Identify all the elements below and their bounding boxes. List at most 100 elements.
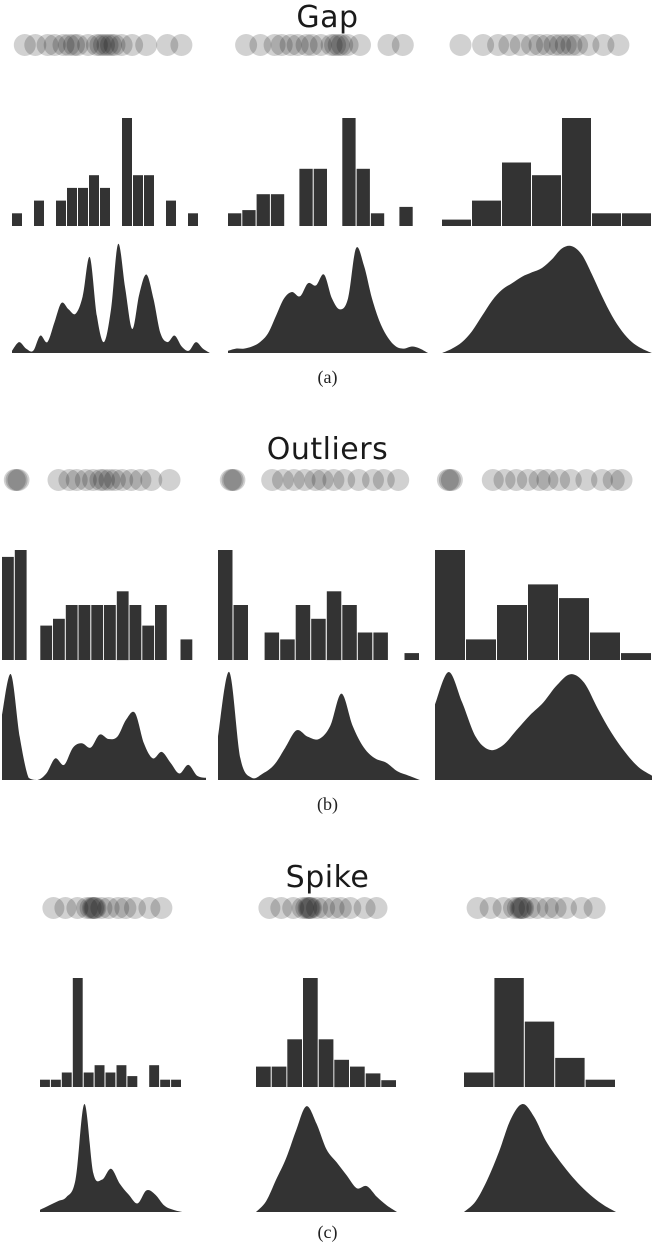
panel-title: Outliers	[266, 432, 389, 467]
strip-point	[52, 34, 75, 56]
strip-point	[322, 897, 345, 919]
histogram-bar	[228, 213, 242, 226]
strip-point	[295, 34, 318, 56]
strip-point	[82, 897, 104, 919]
histogram-bar	[129, 605, 142, 660]
column-1	[12, 34, 210, 353]
strip-point	[93, 34, 115, 56]
histogram-bar	[155, 605, 167, 660]
histogram-bar	[256, 194, 270, 226]
strip-point	[282, 897, 305, 919]
histogram	[256, 978, 396, 1088]
histogram-bar	[365, 1073, 381, 1087]
strip-point	[13, 34, 36, 56]
histogram-bar	[188, 213, 198, 226]
strip-point	[516, 469, 539, 491]
strip-point	[258, 897, 281, 919]
strip-plot	[42, 897, 173, 919]
strip-point	[270, 34, 293, 56]
histogram-bar	[40, 625, 53, 660]
histogram-bar	[127, 1076, 138, 1087]
strip-point	[503, 897, 525, 919]
strip-plot	[219, 469, 410, 491]
strip-point	[353, 897, 376, 919]
panel-title: Gap	[296, 0, 359, 35]
strip-plot	[235, 34, 414, 56]
strip-point	[449, 34, 472, 56]
histogram-bar	[313, 168, 327, 226]
strip-point	[100, 34, 122, 56]
strip-point	[74, 469, 97, 491]
strip-point	[89, 469, 112, 491]
density-curve	[256, 1106, 397, 1212]
strip-point	[336, 34, 359, 56]
strip-point	[279, 34, 302, 56]
histogram-bar	[280, 639, 295, 660]
histogram-bar	[105, 1072, 116, 1087]
strip-point	[506, 897, 529, 919]
strip-point	[121, 34, 144, 56]
strip-point	[120, 469, 143, 491]
strip-point	[3, 469, 26, 491]
strip-point	[84, 897, 107, 919]
strip-point	[150, 897, 173, 919]
histogram-bar	[233, 605, 248, 660]
strip-point	[295, 897, 318, 919]
panel-caption: (a)	[317, 367, 338, 387]
strip-point	[526, 897, 549, 919]
histogram-bar	[287, 1039, 302, 1087]
strip-point	[320, 34, 343, 56]
histogram-bar	[502, 162, 531, 226]
histogram-bar	[342, 605, 357, 660]
strip-point	[7, 469, 30, 491]
strip-point	[438, 469, 461, 491]
strip-point	[111, 469, 134, 491]
histogram	[2, 550, 193, 661]
strip-plot	[436, 469, 633, 491]
strip-point	[492, 897, 515, 919]
histogram	[464, 978, 615, 1087]
density-curve	[218, 671, 420, 780]
histogram-bar	[524, 1021, 555, 1087]
column-3	[442, 34, 652, 353]
histogram-bar	[104, 605, 116, 660]
histogram-bar	[133, 175, 143, 226]
density-curve	[40, 1103, 182, 1212]
histogram-bar	[532, 175, 561, 226]
strip-point	[329, 897, 352, 919]
strip-point	[536, 34, 558, 56]
strip-point	[90, 897, 113, 919]
strip-point	[583, 897, 606, 919]
histogram-bar	[122, 118, 132, 226]
histogram-bar	[61, 1072, 72, 1087]
histogram-bar	[370, 213, 385, 226]
histogram-bar	[65, 605, 78, 660]
strip-point	[333, 469, 356, 491]
strip-point	[487, 34, 510, 56]
histogram-bar	[466, 639, 496, 660]
strip-point	[114, 897, 137, 919]
histogram-bar	[399, 206, 413, 226]
histogram-bar	[50, 1079, 61, 1087]
strip-point	[602, 469, 625, 491]
strip-point	[349, 34, 371, 56]
strip-point	[304, 469, 327, 491]
strip-point	[440, 469, 463, 491]
strip-point	[481, 469, 504, 491]
strip-point	[528, 34, 551, 56]
strip-point	[107, 897, 130, 919]
strip-point	[339, 897, 362, 919]
histogram-bar	[555, 1057, 585, 1087]
strip-point	[559, 469, 582, 491]
strip-point	[58, 469, 81, 491]
histogram-bar	[83, 1072, 94, 1087]
histogram-bar	[497, 605, 527, 660]
strip-point	[306, 897, 328, 919]
strip-point	[607, 34, 630, 56]
strip-point	[322, 469, 345, 491]
strip-point	[66, 897, 89, 919]
strip-point	[76, 897, 98, 919]
strip-plot	[3, 469, 181, 491]
strip-point	[436, 469, 459, 491]
